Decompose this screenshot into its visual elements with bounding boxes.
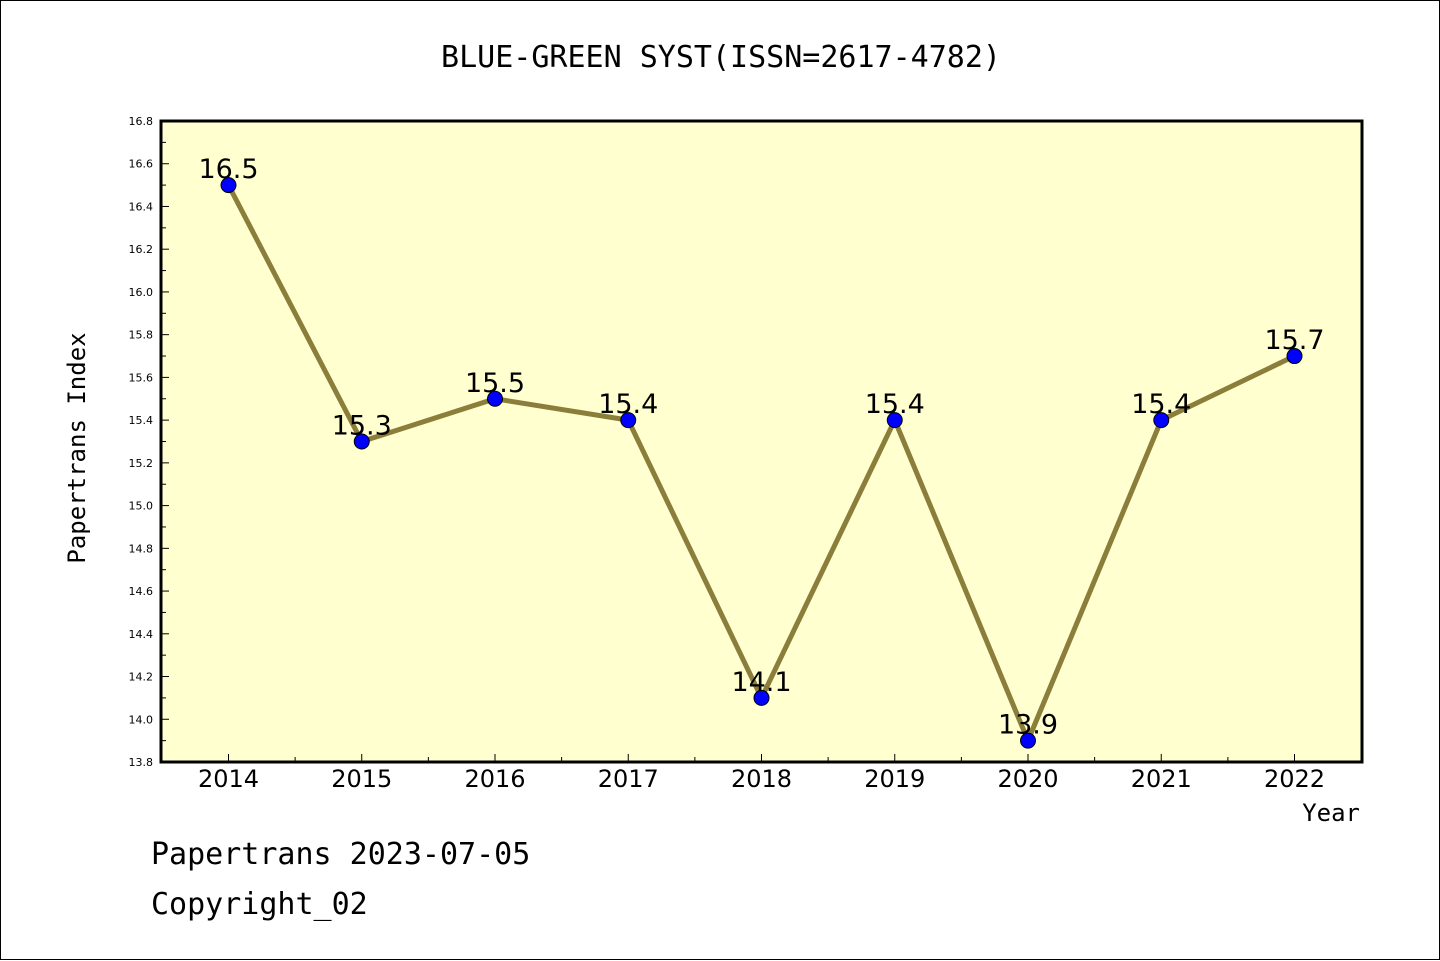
y-tick-label: 15.4 [129,414,154,427]
footer-date: Papertrans 2023-07-05 [151,837,531,872]
x-tick-label: 2020 [997,765,1058,793]
y-tick-label: 14.6 [129,585,154,598]
data-point [1286,348,1303,365]
y-tick-label: 15.0 [129,500,154,513]
y-tick-label: 13.8 [129,756,154,769]
x-tick-label: 2019 [864,765,925,793]
x-tick-label: 2018 [731,765,792,793]
data-label: 15.7 [1264,325,1324,356]
footer-copyright: Copyright_02 [151,887,368,922]
y-tick-label: 15.8 [129,329,154,342]
data-label: 13.9 [998,710,1058,741]
x-axis-ticks: 2014 2015 2016 2017 2018 2019 2020 2021 2022 [198,754,1325,793]
x-tick-label: 2022 [1264,765,1325,793]
y-tick-label: 16.0 [129,286,154,299]
y-tick-label: 16.8 [129,115,154,128]
y-tick-label: 14.0 [129,713,154,726]
y-tick-label: 14.2 [129,671,154,684]
data-point [620,412,637,429]
data-label: 16.5 [198,154,258,185]
y-tick-label: 14.4 [129,628,154,641]
data-label: 15.4 [865,389,925,420]
y-tick-label: 16.2 [129,243,154,256]
x-tick-label: 2016 [464,765,525,793]
plot-border [159,119,1364,764]
data-point [220,177,237,194]
data-label: 15.5 [465,368,525,399]
x-tick-label: 2017 [598,765,659,793]
chart-title: BLUE-GREEN SYST(ISSN=2617-4782) [441,40,1001,75]
x-axis-label: Year [1302,799,1360,827]
x-tick-label: 2021 [1131,765,1192,793]
y-axis-ticks: 13.8 14.0 14.2 14.4 14.6 14.8 15.0 15.2 15.4 15.6… [129,115,169,769]
data-label: 15.4 [1131,389,1191,420]
y-axis-label: Papertrans Index [63,332,91,563]
plot-area [161,121,1362,762]
data-label: 14.1 [731,667,791,698]
data-point [487,390,503,407]
data-point [1020,732,1036,749]
data-label: 15.3 [332,411,392,442]
y-tick-label: 16.6 [129,158,154,171]
y-tick-label: 15.2 [129,457,154,470]
data-point [753,689,770,706]
y-tick-label: 15.6 [129,371,154,384]
y-tick-label: 16.4 [129,200,154,213]
data-point [353,433,370,450]
series-layer: 16.5 15.3 15.5 15.4 14.1 15.4 13.9 15.4 15.7 [198,154,1325,749]
data-point [886,412,903,429]
data-point [1153,412,1170,429]
x-tick-label: 2015 [331,765,392,793]
data-label: 15.4 [598,389,658,420]
x-tick-label: 2014 [198,765,259,793]
y-tick-label: 14.8 [129,542,154,555]
